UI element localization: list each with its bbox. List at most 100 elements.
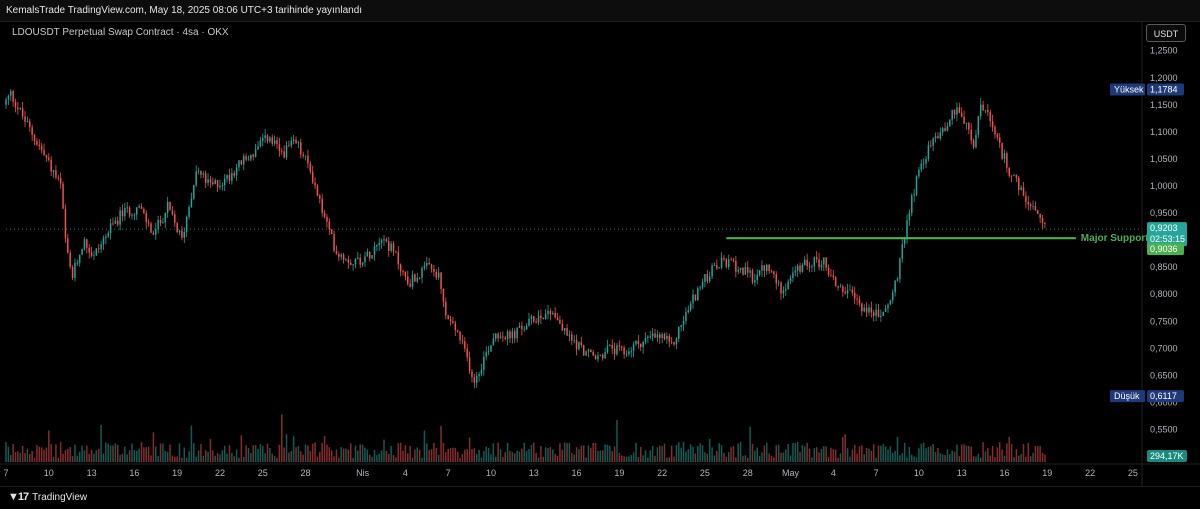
candle-body [972,140,975,148]
volume-bar [930,446,932,462]
volume-bar [668,456,671,462]
candle-body [223,178,226,185]
volume-bar [811,457,813,462]
candle-body [994,126,996,135]
volume-bar [380,450,383,462]
volume-bar [777,444,780,462]
candle-body [801,264,804,272]
volume-bar [240,435,243,462]
candle-body [376,244,378,247]
candle-body [623,347,625,355]
candle-body [511,331,514,339]
candle-body [887,304,889,309]
volume-bar [768,453,770,462]
volume-bar [57,457,60,462]
x-tick-label: 4 [403,468,408,478]
volume-bar [209,438,212,462]
candle-body [563,328,566,331]
volume-bar [502,456,504,462]
candle-body [685,311,687,322]
volume-bar [311,443,314,462]
candle-body [238,160,240,168]
candle-body [544,314,547,319]
candle-body [561,323,564,331]
candle-body [525,326,528,330]
candle-body [1013,174,1015,176]
volume-bar [944,454,946,462]
candle-body [136,207,138,215]
candle-body [133,214,136,216]
candle-body [951,110,953,120]
candle-body [644,337,647,342]
volume-bar [720,445,723,462]
volume-bar [573,454,575,462]
volume-bar [813,448,816,462]
candle-body [668,335,671,342]
candle-body [711,265,713,277]
volume-bar [780,452,782,462]
volume-bar [642,455,644,462]
volume-bar [1034,445,1037,462]
volume-bar [345,448,347,462]
volume-bar [390,446,392,462]
volume-bar [50,444,52,462]
candle-body [1018,177,1020,190]
candle-body [1029,204,1032,207]
volume-bars [5,414,1046,462]
candle-body [50,159,52,172]
candle-body [295,139,297,144]
volume-bar [761,452,763,462]
volume-bar [371,456,373,462]
candle-body [647,336,649,338]
volume-bar [164,450,167,462]
candle-body [319,195,321,199]
volume-bar [126,454,128,462]
volume-bar [195,456,197,462]
volume-bar [906,457,908,462]
candle-body [825,257,827,268]
candle-body [7,95,10,100]
candle-body [554,312,556,318]
tradingview-logo[interactable]: ▼17 TradingView [8,491,87,503]
candle-body [97,248,100,250]
volume-bar [609,445,611,462]
y-tick-label: 0,7000 [1150,343,1178,353]
volume-bar [1044,454,1046,462]
x-tick-label: 10 [486,468,496,478]
x-tick-label: 13 [957,468,967,478]
candle-body [300,142,302,155]
volume-bar [136,451,138,462]
volume-bar [219,454,221,462]
candle-body [214,180,216,184]
candle-body [409,283,411,287]
volume-bar [735,457,737,462]
candle-body [678,327,680,339]
candle-body [480,369,483,375]
volume-bar [480,457,483,462]
candle-body [155,229,157,235]
volume-bar [868,448,870,462]
volume-bar [827,456,830,462]
volume-bar [984,451,987,462]
candle-body [31,127,33,135]
candle-body [590,349,592,353]
x-tick-label: 13 [529,468,539,478]
volume-bar [563,442,566,462]
volume-bar [97,448,100,462]
volume-bar [166,451,169,462]
volume-bar [968,446,970,462]
currency-selector[interactable]: USDT [1146,24,1186,42]
volume-bar [228,445,231,462]
volume-bar [511,452,514,462]
candle-body [449,319,452,322]
volume-bar [475,453,478,462]
candle-body [516,327,518,339]
volume-bar [825,446,827,462]
volume-bar [67,448,69,462]
candle-body [459,331,461,341]
candle-body [666,335,668,340]
candle-body [834,277,837,287]
candle-body [271,137,274,144]
